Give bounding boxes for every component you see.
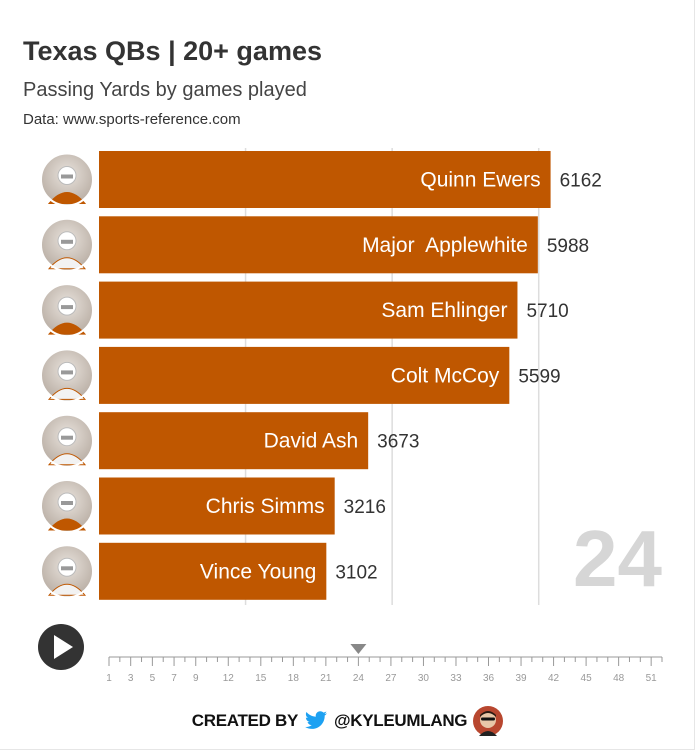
timeline-tick-label: 27 [385, 673, 397, 684]
bar [99, 281, 518, 339]
timeline-tick-label: 36 [483, 673, 495, 684]
bar [99, 151, 551, 208]
timeline-tick-label: 30 [418, 673, 430, 684]
bar-value-label: 6162 [560, 171, 602, 192]
timeline-tick-label: 33 [450, 673, 462, 684]
bar-name-label: Vince Young [200, 560, 316, 583]
timeline-tick-label: 9 [193, 673, 199, 684]
player-avatar [40, 348, 94, 403]
bar-name-label: Quinn Ewers [420, 169, 540, 192]
timeline-tick-label: 24 [353, 673, 365, 684]
bar-value-label: 3216 [344, 497, 386, 518]
chart-title: Texas QBs | 20+ games [23, 36, 322, 66]
twitter-handle[interactable]: @KYLEUMLANG [334, 711, 468, 730]
timeline-tick-label: 15 [255, 673, 267, 684]
timeline-handle[interactable] [350, 644, 367, 654]
timeline-tick-label: 39 [515, 673, 527, 684]
timeline-tick-label: 3 [128, 673, 134, 684]
bar-name-label: Major Applewhite [362, 234, 528, 257]
timeline-tick-label: 1 [106, 673, 112, 684]
bar-name-label: Sam Ehlinger [381, 299, 507, 322]
bar-value-label: 5988 [547, 236, 589, 257]
timeline-tick-label: 48 [613, 673, 625, 684]
bar-value-label: 3102 [335, 562, 377, 583]
bar-value-label: 5710 [526, 301, 568, 322]
data-source: Data: www.sports-reference.com [23, 111, 241, 128]
bar [99, 216, 538, 274]
player-avatar [40, 283, 94, 338]
timeline-tick-label: 18 [288, 673, 300, 684]
bar-name-label: Chris Simms [206, 495, 325, 518]
current-period-label: 24 [573, 514, 662, 603]
bar-name-label: Colt McCoy [391, 364, 500, 387]
timeline-tick-label: 21 [320, 673, 332, 684]
bar [99, 412, 369, 470]
timeline-tick-label: 5 [150, 673, 156, 684]
play-button[interactable] [38, 624, 84, 670]
bar-chart-race: 24 Quinn Ewers 6162 Major Applewhite 5988 Sa… [38, 148, 663, 684]
bar [99, 542, 327, 600]
player-avatar [40, 479, 94, 533]
timeline-tick-label: 42 [548, 673, 560, 684]
bar-value-label: 3673 [377, 432, 419, 453]
chart-subtitle: Passing Yards by games played [23, 79, 307, 101]
created-by-label: CREATED BY [191, 711, 299, 730]
bar-value-label: 5599 [518, 366, 560, 387]
author-avatar [473, 706, 504, 736]
timeline-tick-label: 51 [646, 673, 658, 684]
bar [99, 346, 510, 404]
timeline-tick-label: 12 [223, 673, 235, 684]
bar-name-label: David Ash [264, 430, 359, 453]
timeline-tick-label: 45 [581, 673, 593, 684]
player-avatar [40, 217, 94, 272]
bar [99, 477, 335, 535]
timeline-tick-label: 7 [171, 673, 177, 684]
twitter-bird-icon [305, 711, 328, 729]
play-icon [54, 635, 73, 659]
footer: CREATED BY @KYLEUMLANG [0, 706, 695, 736]
player-avatar [40, 413, 94, 468]
player-avatar [40, 544, 94, 599]
player-avatar [40, 152, 94, 207]
timeline-slider[interactable]: 1 3 5 7 9 12 15 18 21 24 27 30 33 36 39 42 45 48 51 [106, 644, 663, 684]
